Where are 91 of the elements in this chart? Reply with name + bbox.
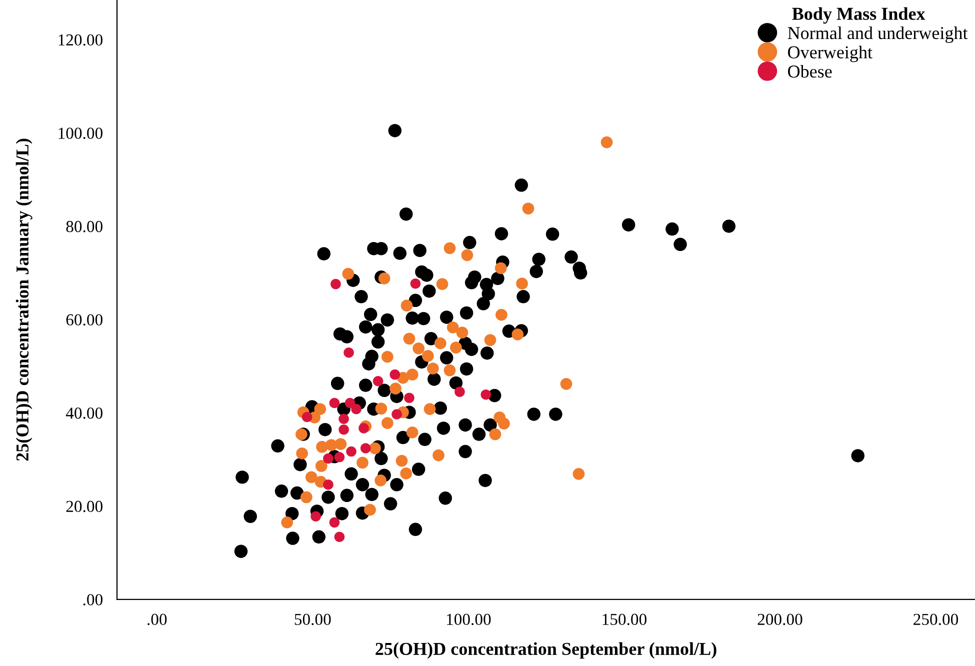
point	[374, 474, 386, 486]
point	[426, 362, 439, 374]
point	[330, 278, 341, 290]
point	[572, 468, 585, 480]
point	[461, 249, 474, 262]
point	[344, 398, 356, 408]
y-tick-label: 80.00	[66, 220, 102, 232]
point	[412, 342, 425, 354]
point	[378, 272, 390, 284]
point	[338, 414, 349, 424]
point	[296, 447, 308, 460]
point	[346, 446, 356, 457]
point	[424, 403, 436, 416]
point	[323, 480, 334, 490]
y-tick-label: 60.00	[66, 314, 102, 326]
point	[434, 337, 446, 350]
point	[329, 398, 340, 408]
point	[369, 442, 381, 454]
point	[444, 364, 456, 376]
y-tick-label: 40.00	[66, 408, 102, 419]
point	[356, 456, 368, 469]
point	[390, 382, 402, 394]
point	[334, 452, 345, 462]
y-axis-title: 25(OH)D concentration January (nmol/L)	[16, 138, 32, 461]
point	[360, 443, 371, 454]
y-tick-label: .00	[83, 594, 102, 606]
point	[446, 322, 459, 334]
point	[454, 386, 465, 397]
point	[496, 308, 508, 321]
point	[351, 404, 362, 414]
point	[484, 334, 496, 346]
point	[314, 403, 326, 416]
point	[390, 369, 400, 380]
x-tick-label: 150.00	[602, 614, 646, 626]
point	[494, 262, 507, 274]
point	[512, 328, 524, 340]
point	[310, 511, 321, 522]
point	[344, 347, 354, 358]
point	[480, 389, 492, 400]
point	[338, 424, 349, 435]
x-tick-label: 50.00	[294, 614, 331, 626]
point	[372, 376, 384, 386]
legend-label: Obese	[788, 64, 832, 78]
point	[281, 516, 294, 528]
x-tick-label: 250.00	[914, 614, 958, 626]
x-tick-label: 200.00	[758, 614, 802, 626]
y-tick-label: 100.00	[58, 128, 102, 139]
legend-title: Body Mass Index	[792, 7, 926, 24]
point	[392, 409, 402, 420]
x-axis-title: 25(OH)D concentration September (nmol/L)	[376, 642, 716, 659]
point	[381, 417, 394, 430]
legend-label: Overweight	[788, 46, 872, 62]
point	[450, 342, 462, 354]
point	[364, 504, 376, 516]
point	[323, 453, 334, 464]
point	[489, 428, 502, 440]
point	[456, 326, 468, 339]
point	[600, 136, 613, 148]
point	[516, 278, 528, 290]
point	[436, 278, 448, 290]
point	[342, 268, 354, 280]
x-tick-label: .00	[148, 614, 167, 626]
point	[329, 517, 340, 528]
point	[396, 454, 408, 467]
legend-label: Normal and underweight	[788, 26, 968, 43]
point	[422, 350, 434, 362]
point	[381, 350, 394, 363]
point	[334, 438, 347, 450]
point	[410, 278, 421, 289]
point	[498, 418, 510, 430]
point	[403, 332, 416, 345]
point	[404, 392, 414, 404]
point	[300, 491, 312, 504]
point	[560, 378, 572, 390]
point	[406, 368, 418, 380]
point	[375, 402, 388, 415]
x-tick-label: 100.00	[446, 614, 491, 626]
point	[406, 426, 418, 438]
point	[432, 449, 444, 462]
point	[315, 460, 328, 472]
point	[522, 202, 534, 214]
point	[400, 468, 412, 480]
point	[334, 532, 345, 542]
point	[302, 412, 312, 422]
point	[296, 428, 308, 440]
y-tick-label: 120.00	[58, 34, 102, 46]
point	[444, 242, 456, 254]
point	[305, 471, 318, 484]
point	[400, 300, 413, 312]
y-tick-label: 20.00	[66, 500, 102, 512]
point	[358, 423, 369, 434]
